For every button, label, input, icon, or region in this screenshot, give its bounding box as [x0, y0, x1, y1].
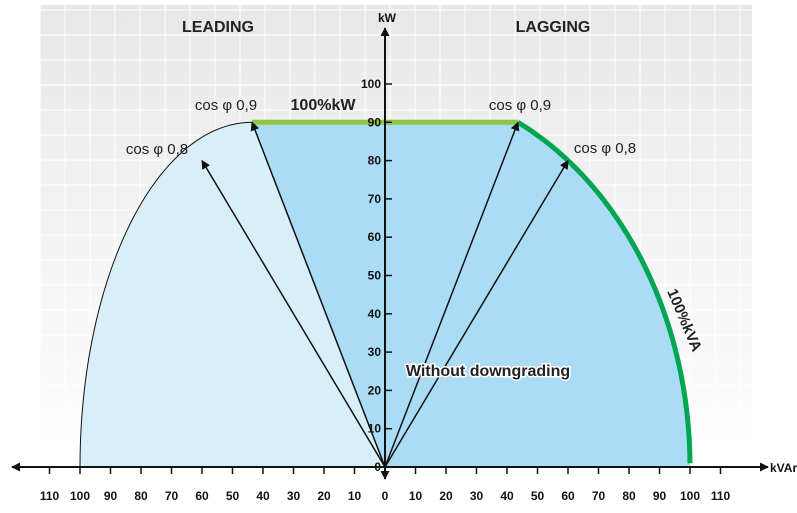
y-tick-label: 80	[368, 154, 382, 168]
x-tick-label: 110	[40, 489, 60, 503]
pf-vector-0	[250, 121, 386, 468]
pf-vector-3	[384, 159, 569, 468]
kva-limit-arc	[516, 120, 693, 464]
x-tick-label: 0	[382, 489, 389, 503]
inner-region	[252, 122, 690, 468]
y-tick-label: 100	[361, 77, 381, 91]
x-tick-label: 20	[439, 489, 453, 503]
x-tick-label: 60	[561, 489, 575, 503]
y-tick-label: 10	[368, 422, 382, 436]
y-axis-label: kW	[378, 11, 397, 25]
x-tick-label: 110	[711, 489, 731, 503]
y-tick-label: 40	[368, 307, 382, 321]
x-tick-label: 20	[317, 489, 331, 503]
x-tick-label: 40	[256, 489, 270, 503]
pf-label-leading-08: cos φ 0,8	[126, 141, 188, 158]
y-tick-label: 70	[368, 192, 382, 206]
x-tick-label: 70	[165, 489, 179, 503]
x-tick-label: 70	[592, 489, 606, 503]
x-tick-label: 90	[104, 489, 118, 503]
y-tick-label: 0	[374, 460, 381, 474]
inner-region-label: Without downgrading	[406, 363, 570, 380]
x-tick-label: 80	[622, 489, 636, 503]
x-axis-label: kVAr	[770, 461, 797, 475]
x-tick-label: 40	[500, 489, 514, 503]
x-tick-label: 10	[348, 489, 362, 503]
pf-vector-2	[384, 121, 520, 468]
chart-labels: LEADING LAGGING kW kVAr 100%kW 100%kVA W…	[126, 11, 797, 475]
y-tick-label: 90	[368, 115, 382, 129]
pf-label-lagging-08: cos φ 0,8	[574, 140, 636, 157]
x-tick-label: 80	[134, 489, 148, 503]
x-tick-label: 30	[287, 489, 301, 503]
y-tick-label: 60	[368, 230, 382, 244]
x-tick-label: 100	[680, 489, 700, 503]
x-tick-label: 50	[531, 489, 545, 503]
capability-regions	[79, 121, 690, 468]
x-tick-label: 60	[195, 489, 209, 503]
x-tick-label: 10	[409, 489, 423, 503]
y-tick-label: 30	[368, 345, 382, 359]
pf-label-lagging-09: cos φ 0,9	[489, 97, 551, 114]
x-tick-label: 50	[226, 489, 240, 503]
lagging-label: LAGGING	[516, 19, 591, 36]
x-tick-label: 90	[653, 489, 667, 503]
y-tick-label: 50	[368, 269, 382, 283]
leading-label: LEADING	[182, 19, 254, 36]
pf-vectors	[201, 121, 569, 468]
y-tick-label: 20	[368, 383, 382, 397]
x-tick-label: 100	[70, 489, 90, 503]
x-tick-label: 30	[470, 489, 484, 503]
kw-limit-label: 100%kW	[291, 97, 357, 114]
pf-vector-1	[201, 159, 386, 468]
pf-label-leading-09: cos φ 0,9	[195, 97, 257, 114]
